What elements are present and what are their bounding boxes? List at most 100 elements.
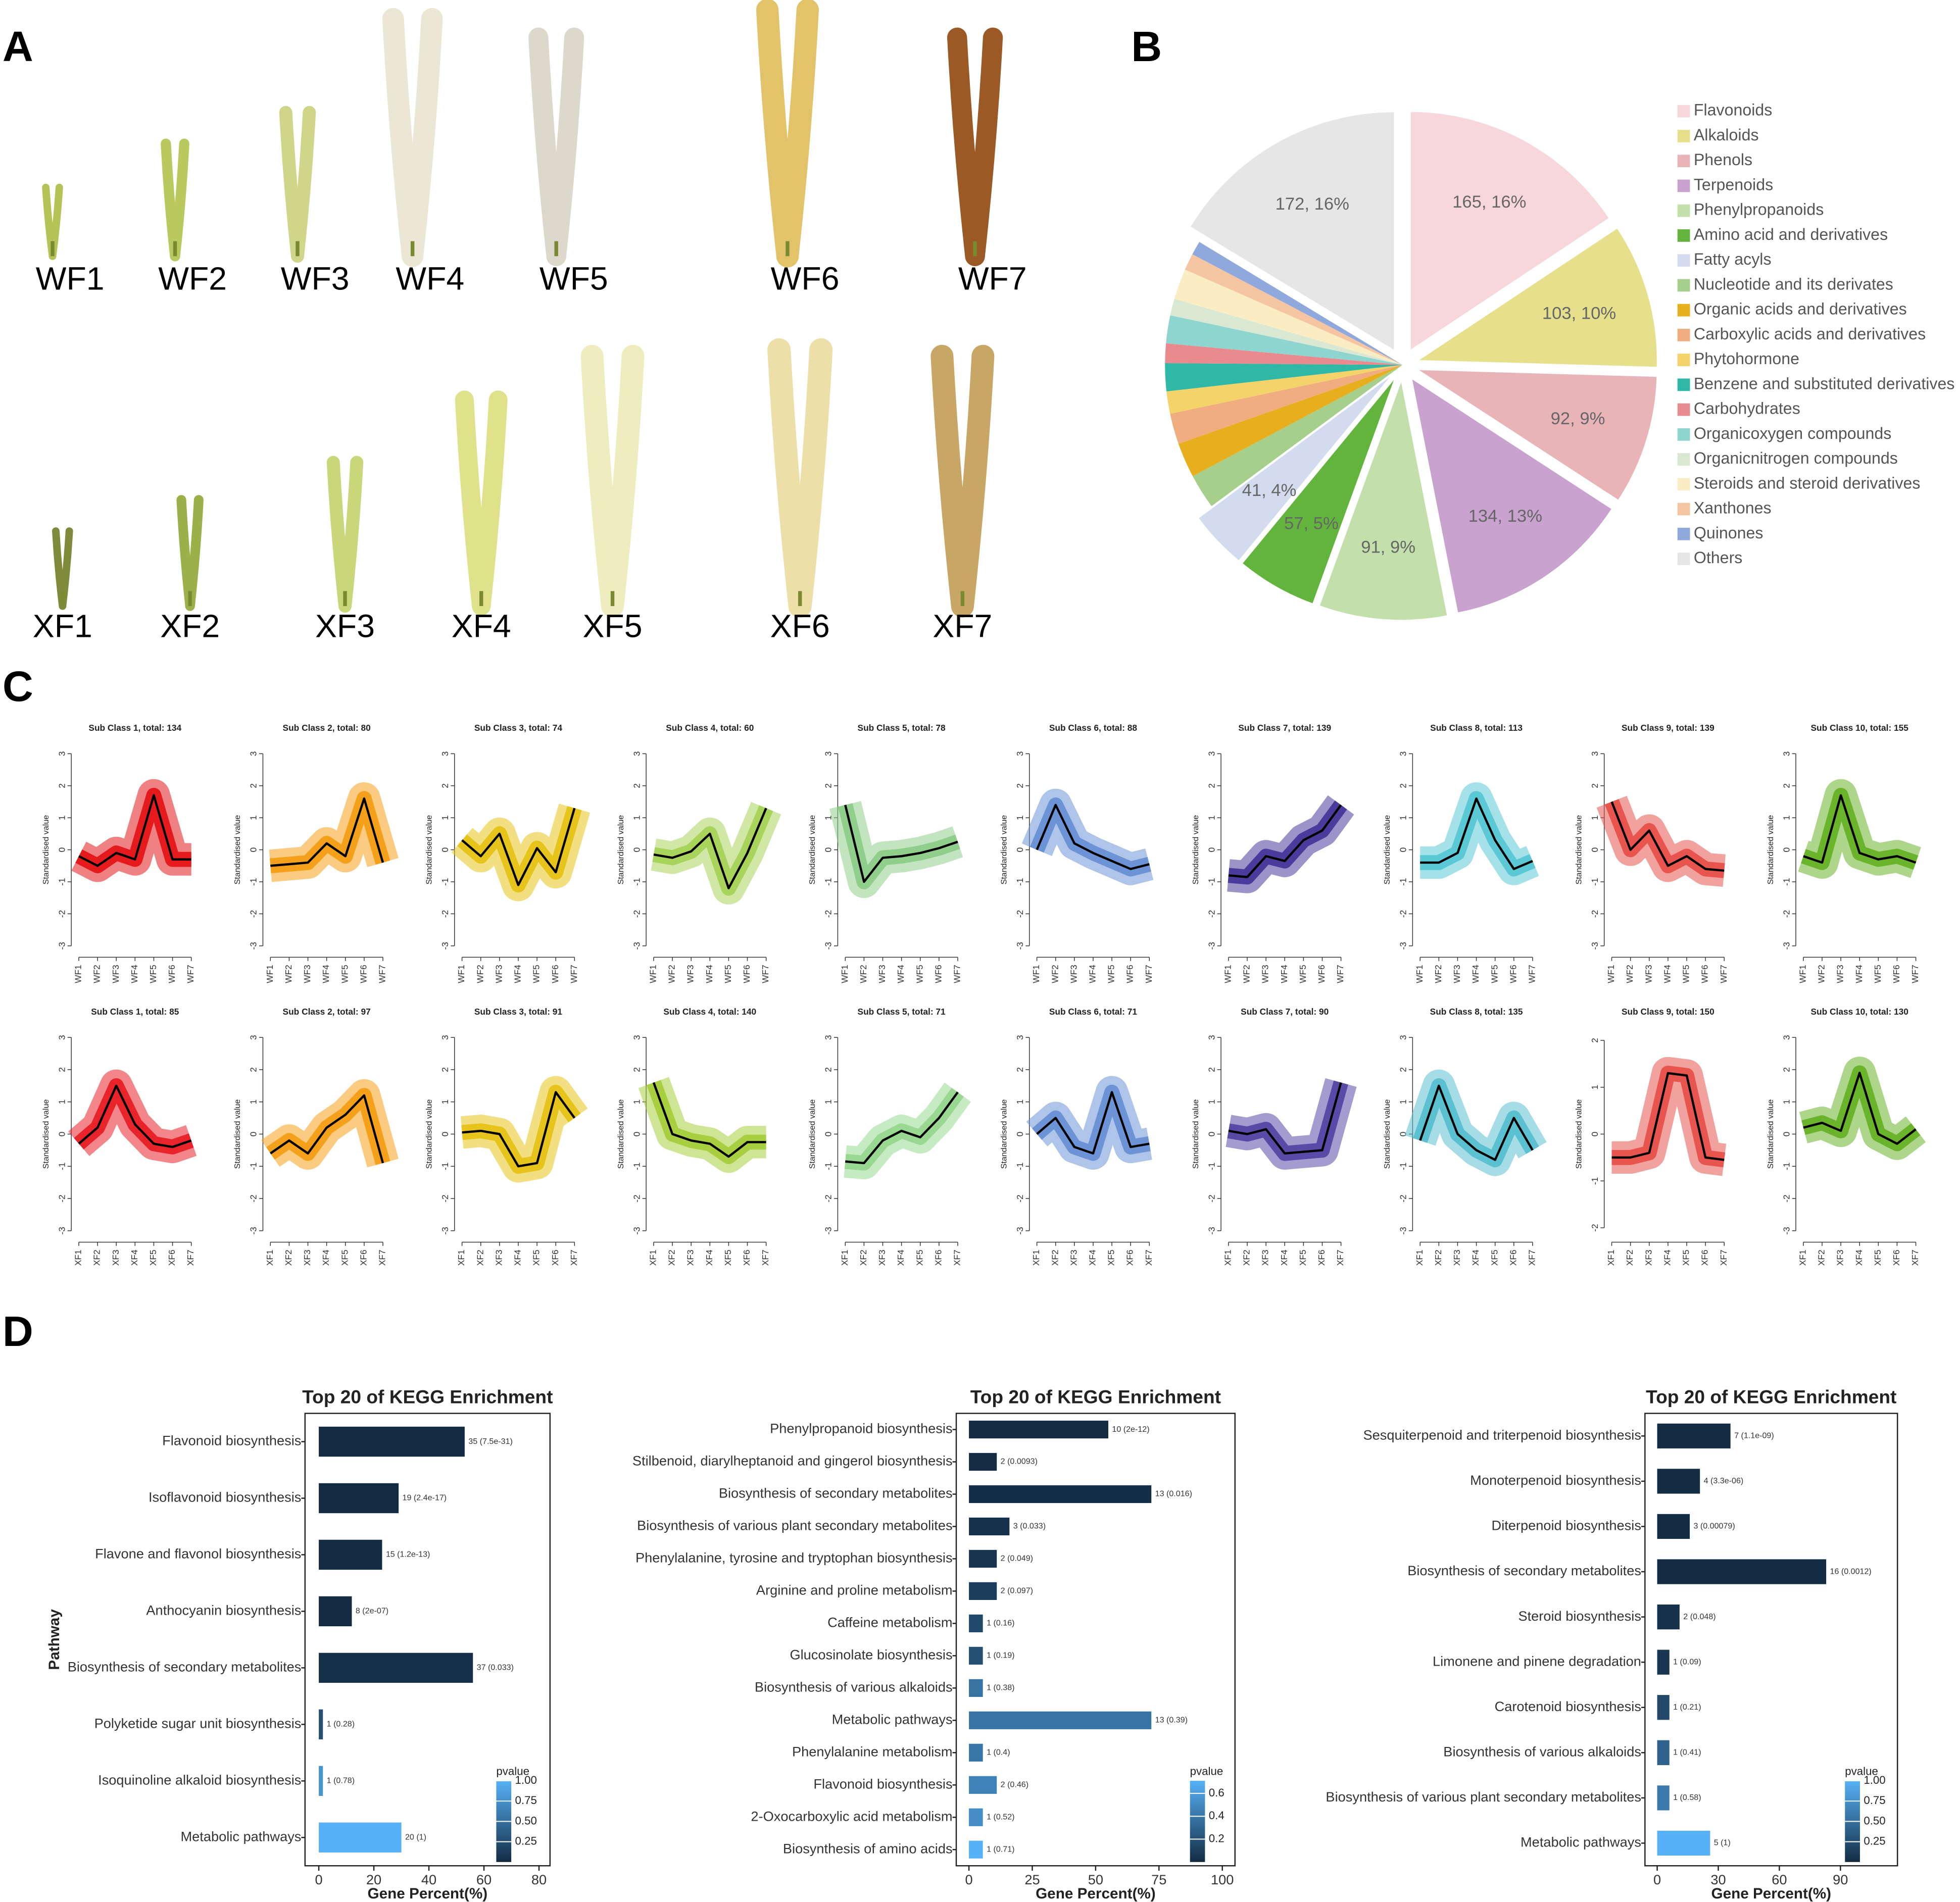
category-label: Caffeine metabolism [827,1615,952,1630]
legend-swatch [1677,378,1690,391]
x-tick-label: XF5 [914,1249,924,1266]
y-tick-label: -3 [1015,1227,1025,1234]
y-tick-label: 3 [1206,752,1216,757]
y-tick-label: -3 [1590,942,1600,949]
y-tick-label: 2 [249,783,259,788]
pie-label: 41, 4% [1242,481,1297,500]
y-tick-label: 0 [1590,847,1600,853]
y-tick-label: 0 [249,847,259,853]
y-tick-label: 2 [1015,1067,1025,1072]
y-tick-label: -3 [823,942,834,949]
y-tick-label: 3 [631,752,642,757]
chart-title: Sub Class 8, total: 113 [1430,723,1523,733]
y-tick-label: -2 [249,1194,259,1202]
bar [319,1766,323,1796]
pie-slice [1412,379,1611,613]
chart-title: Sub Class 4, total: 60 [666,723,754,733]
bar [319,1653,473,1683]
y-tick-label: -1 [249,878,259,885]
y-axis-label: Standardised value [808,1099,817,1169]
chart-title: Sub Class 1, total: 134 [88,723,181,733]
legend-swatch [1677,503,1690,516]
x-tick-label: WF6 [358,965,368,983]
y-tick-label: -2 [440,910,450,918]
pie-slice [1199,377,1390,561]
flower-tube [472,390,508,616]
x-tick-label: WF2 [1817,965,1827,983]
x-tick-label: XF1 [456,1249,466,1266]
y-tick-label: 3 [1015,1035,1025,1040]
y-tick-label: 0 [249,1132,259,1137]
category-label: Biosynthesis of various plant secondary … [637,1518,953,1533]
y-tick-label: -2 [1398,1194,1408,1202]
x-tick-label: XF5 [531,1249,542,1266]
x-tick-label: XF6 [1125,1249,1135,1266]
legend-label: Terpenoids [1694,175,1773,193]
pie-slice [1166,365,1403,414]
flower-label: XF5 [583,608,643,644]
y-tick-label: -2 [1398,910,1408,918]
x-tick-label: XF7 [569,1249,579,1266]
y-tick-label: -1 [1781,878,1791,885]
y-tick-label: 3 [57,752,67,757]
x-tick-label: XF7 [1527,1249,1537,1266]
y-tick-label: 2 [823,1067,834,1072]
y-axis-label: Standardised value [616,815,625,885]
colorbar-title: pvalue [496,1765,529,1778]
mean-line [462,1091,576,1168]
bar-label: 35 (7.5e-31) [468,1437,513,1446]
mean-line [270,1094,384,1164]
y-tick-label: -3 [440,942,450,949]
y-tick-label: -3 [249,942,259,949]
y-tick-label: 0 [57,1132,67,1137]
y-tick-label: -2 [57,910,67,918]
y-tick-label: -1 [1206,1163,1216,1170]
x-tick-label: WF2 [283,965,293,983]
y-tick-label: 2 [1015,783,1025,788]
x-tick-label: WF5 [914,965,924,983]
pie-label: 172, 16% [1276,194,1349,214]
y-tick-label: -1 [1015,1163,1025,1170]
y-tick-label: -3 [1398,1227,1408,1234]
y-tick-label: 0 [1781,847,1791,853]
x-tick-label: XF7 [377,1249,387,1266]
bar [319,1539,382,1570]
category-label: Anthocyanin biosynthesis [146,1603,301,1618]
flower-tube [170,138,189,262]
category-label: Biosynthesis of secondary metabolites [719,1485,953,1501]
x-tick-label: WF4 [1854,965,1864,983]
chart-title: Sub Class 7, total: 139 [1238,723,1331,733]
category-label: Glucosinolate biosynthesis [790,1647,952,1663]
bar-label: 16 (0.0012) [1830,1567,1872,1576]
y-axis-label: Standardised value [1766,1099,1775,1169]
y-tick-label: 3 [1398,752,1408,757]
y-tick-label: 3 [249,752,259,757]
mean-line [1036,804,1150,870]
y-tick-label: -1 [1398,878,1408,885]
legend-label: Quinones [1694,524,1763,542]
x-tick-label: WF7 [760,965,770,983]
y-tick-label: -1 [1206,878,1216,885]
y-tick-label: -2 [1590,1224,1600,1231]
y-tick-label: 1 [57,815,67,820]
y-axis-label: Standardised value [1000,815,1009,885]
y-tick-label: 1 [1398,1099,1408,1105]
x-tick-label: WF6 [1125,965,1135,983]
x-tick-label: XF4 [1279,1249,1289,1266]
x-tick-label: XF4 [129,1249,139,1266]
y-tick-label: -1 [1015,878,1025,885]
legend-swatch [1677,229,1690,242]
y-tick-label: -3 [249,1227,259,1234]
x-tick-label: XF3 [1835,1249,1845,1266]
y-tick-label: 0 [631,1132,642,1137]
bar-label: 3 (0.033) [1013,1522,1046,1531]
bar [1657,1830,1710,1856]
flower-label: XF7 [933,608,992,644]
pie-slice [1319,382,1447,620]
legend-label: Phenylpropanoids [1694,201,1824,219]
legend-label: Amino acid and derivatives [1694,225,1888,243]
x-tick-label: WF5 [339,965,350,983]
legend-label: Xanthones [1694,499,1772,517]
x-tick-label: WF1 [456,965,466,983]
y-axis-label: Standardised value [1191,815,1200,885]
